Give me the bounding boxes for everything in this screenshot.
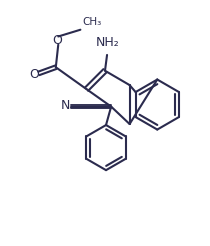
Text: CH₃: CH₃ [82, 17, 101, 27]
Text: NH₂: NH₂ [96, 36, 120, 49]
Text: O: O [29, 68, 39, 81]
Text: N: N [60, 99, 70, 112]
Text: O: O [52, 34, 62, 47]
